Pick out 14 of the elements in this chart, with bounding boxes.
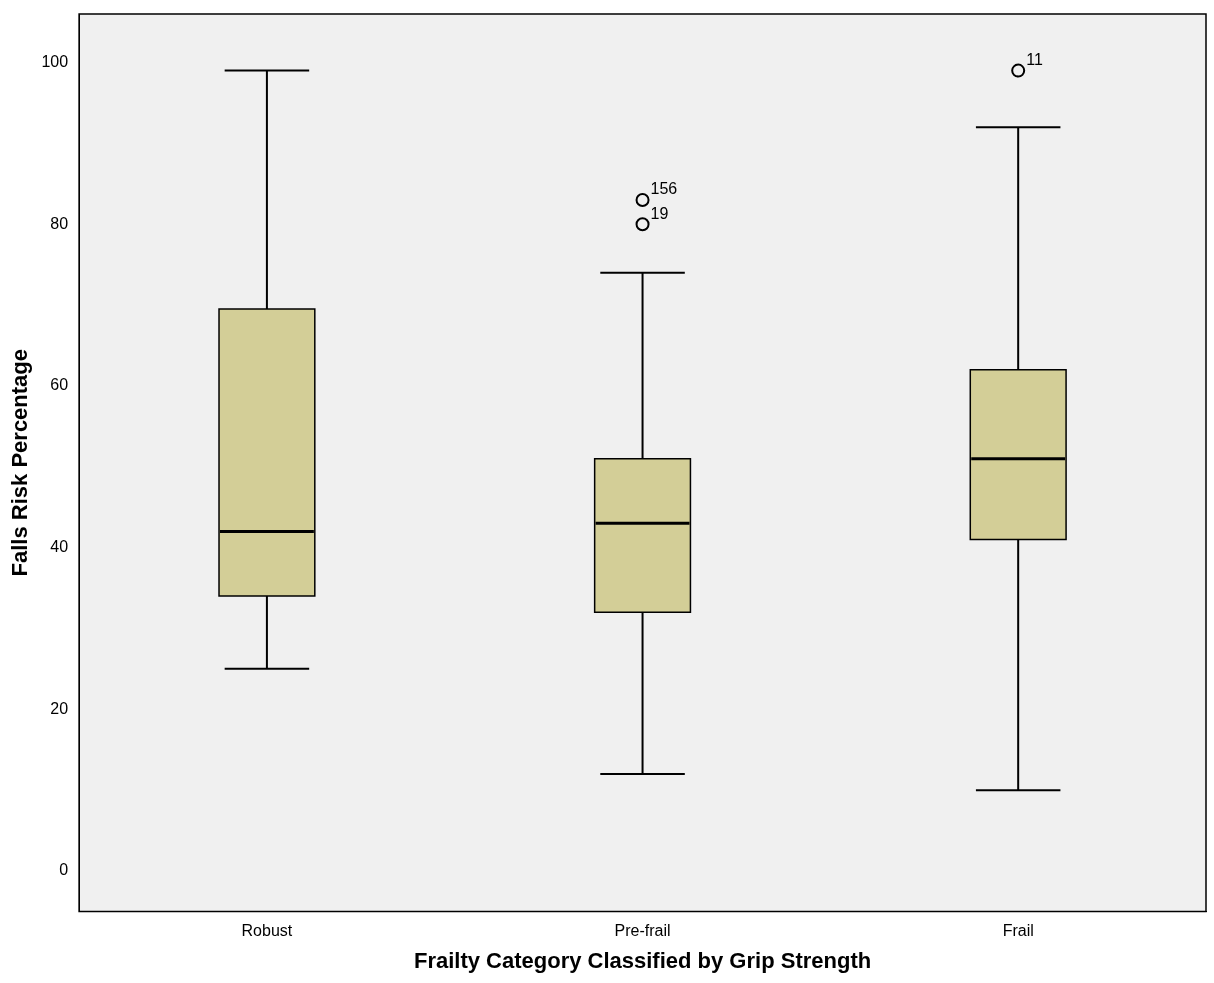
y-tick-label: 80 <box>50 214 69 232</box>
annotation: 11 <box>1026 51 1043 68</box>
y-tick-label: 0 <box>59 861 69 879</box>
x-axis-title: Frailty Category Classified by Grip Strength <box>413 947 872 973</box>
x-tick-label: Pre-frail <box>614 922 671 940</box>
y-tick-label: 100 <box>41 52 69 70</box>
x-tick-label: Robust <box>241 922 293 940</box>
y-tick-label: 20 <box>50 699 69 717</box>
y-tick-label: 40 <box>50 538 69 555</box>
annotation: 156 <box>650 180 678 198</box>
x-tick-label: Frail <box>1002 922 1034 940</box>
y-axis-title: Falls Risk Percentage <box>7 348 33 577</box>
y-tick-label: 60 <box>50 376 69 394</box>
annotation: 19 <box>650 204 669 222</box>
